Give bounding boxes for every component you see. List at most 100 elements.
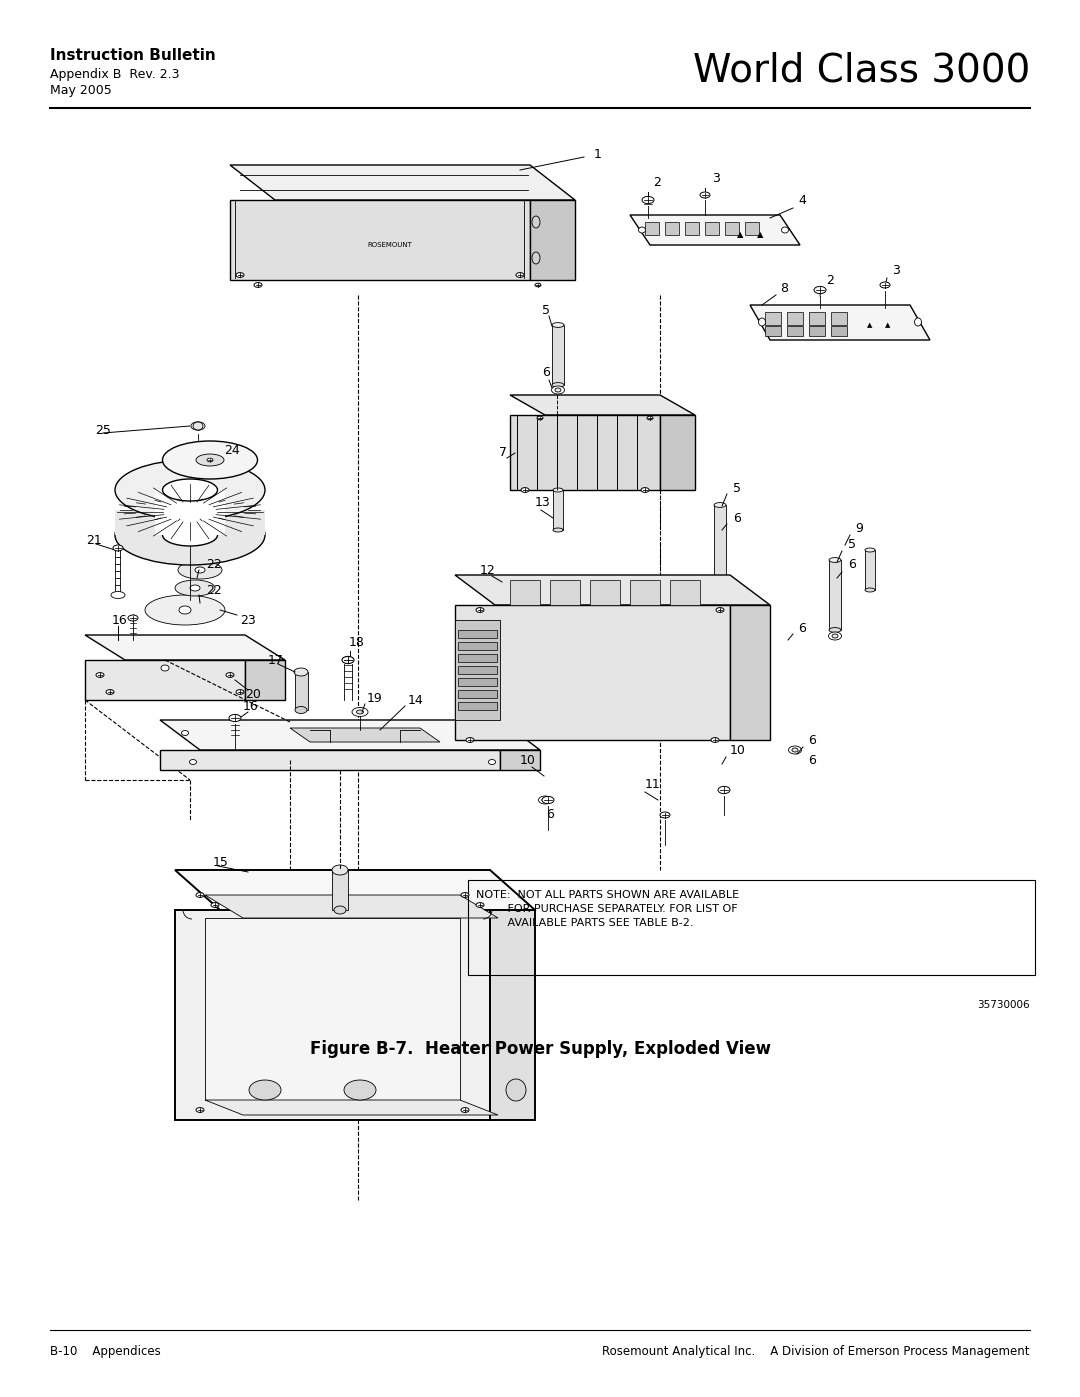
- Text: 3: 3: [712, 172, 720, 184]
- Polygon shape: [714, 504, 726, 599]
- Text: Instruction Bulletin: Instruction Bulletin: [50, 47, 216, 63]
- Polygon shape: [490, 909, 535, 1120]
- Ellipse shape: [718, 787, 730, 793]
- Ellipse shape: [865, 588, 875, 592]
- Text: 6: 6: [798, 622, 806, 634]
- Polygon shape: [510, 415, 660, 490]
- Ellipse shape: [814, 286, 826, 293]
- Polygon shape: [705, 222, 719, 235]
- Polygon shape: [500, 750, 540, 770]
- Ellipse shape: [714, 598, 726, 602]
- Ellipse shape: [714, 602, 727, 610]
- Polygon shape: [458, 678, 497, 686]
- Polygon shape: [765, 312, 781, 326]
- Text: 25: 25: [95, 423, 111, 436]
- Ellipse shape: [129, 615, 138, 622]
- Ellipse shape: [191, 422, 205, 430]
- Ellipse shape: [555, 388, 561, 393]
- Ellipse shape: [516, 272, 524, 278]
- Ellipse shape: [207, 458, 213, 462]
- Polygon shape: [725, 222, 739, 235]
- Ellipse shape: [700, 191, 710, 198]
- Text: 24: 24: [224, 443, 240, 457]
- Polygon shape: [831, 326, 847, 337]
- Ellipse shape: [521, 488, 529, 492]
- Ellipse shape: [880, 282, 890, 288]
- Ellipse shape: [711, 738, 719, 742]
- Text: 13: 13: [535, 496, 551, 510]
- Text: 11: 11: [645, 778, 661, 792]
- Text: NOTE:  NOT ALL PARTS SHOWN ARE AVAILABLE
         FOR PURCHASE SEPARATELY. FOR L: NOTE: NOT ALL PARTS SHOWN ARE AVAILABLE …: [476, 890, 739, 928]
- Polygon shape: [590, 580, 620, 605]
- Polygon shape: [458, 630, 497, 638]
- Ellipse shape: [113, 545, 123, 550]
- Polygon shape: [85, 659, 245, 700]
- Ellipse shape: [714, 503, 726, 507]
- Polygon shape: [205, 895, 498, 918]
- Text: 22: 22: [206, 559, 221, 571]
- Ellipse shape: [642, 488, 649, 492]
- Text: 10: 10: [519, 753, 536, 767]
- Polygon shape: [458, 690, 497, 698]
- Ellipse shape: [114, 460, 265, 520]
- Ellipse shape: [553, 528, 563, 532]
- Polygon shape: [458, 703, 497, 710]
- Polygon shape: [685, 222, 699, 235]
- Polygon shape: [750, 305, 930, 339]
- Text: 23: 23: [240, 613, 256, 626]
- Ellipse shape: [162, 524, 217, 546]
- Ellipse shape: [334, 907, 346, 914]
- Text: ROSEMOUNT: ROSEMOUNT: [367, 242, 413, 249]
- Ellipse shape: [832, 634, 838, 638]
- Ellipse shape: [535, 284, 541, 286]
- Ellipse shape: [294, 668, 308, 676]
- Ellipse shape: [195, 893, 204, 897]
- Polygon shape: [745, 222, 759, 235]
- Text: 2: 2: [653, 176, 661, 189]
- Text: 4: 4: [798, 194, 806, 207]
- Ellipse shape: [782, 226, 788, 233]
- Text: 5: 5: [848, 538, 856, 552]
- Polygon shape: [665, 222, 679, 235]
- Polygon shape: [245, 659, 285, 700]
- Text: ▲: ▲: [737, 231, 743, 239]
- Text: Figure B-7.  Heater Power Supply, Exploded View: Figure B-7. Heater Power Supply, Explode…: [310, 1039, 770, 1058]
- Text: May 2005: May 2005: [50, 84, 111, 96]
- Polygon shape: [809, 312, 825, 326]
- Polygon shape: [660, 415, 696, 490]
- Polygon shape: [809, 326, 825, 337]
- Ellipse shape: [865, 548, 875, 552]
- Ellipse shape: [828, 631, 841, 640]
- Text: 18: 18: [349, 637, 365, 650]
- Ellipse shape: [552, 386, 565, 394]
- Polygon shape: [530, 200, 575, 279]
- Ellipse shape: [342, 657, 354, 664]
- Text: 16: 16: [243, 700, 259, 712]
- Polygon shape: [865, 550, 875, 590]
- Ellipse shape: [352, 707, 368, 717]
- Ellipse shape: [114, 504, 265, 564]
- Polygon shape: [670, 580, 700, 605]
- Text: 21: 21: [86, 534, 102, 546]
- Polygon shape: [730, 605, 770, 740]
- Text: ▲: ▲: [886, 321, 891, 328]
- Ellipse shape: [829, 627, 841, 633]
- Polygon shape: [160, 719, 540, 750]
- Text: 14: 14: [408, 693, 423, 707]
- Text: World Class 3000: World Class 3000: [692, 52, 1030, 89]
- Ellipse shape: [758, 319, 766, 326]
- Ellipse shape: [237, 690, 244, 694]
- Ellipse shape: [179, 606, 191, 615]
- Ellipse shape: [190, 585, 200, 591]
- Polygon shape: [458, 654, 497, 662]
- Ellipse shape: [181, 731, 189, 735]
- Ellipse shape: [542, 798, 548, 802]
- Ellipse shape: [226, 672, 234, 678]
- Polygon shape: [829, 560, 841, 630]
- Polygon shape: [458, 666, 497, 673]
- Ellipse shape: [532, 251, 540, 264]
- Ellipse shape: [195, 454, 224, 467]
- Ellipse shape: [461, 1108, 469, 1112]
- Ellipse shape: [175, 580, 215, 597]
- Ellipse shape: [332, 865, 348, 875]
